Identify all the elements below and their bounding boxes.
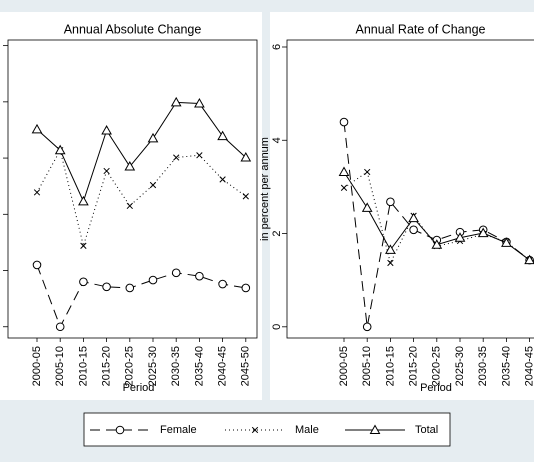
legend-marker	[115, 425, 125, 435]
data-point	[147, 132, 159, 143]
x-tick-label: 2015-20	[101, 346, 113, 386]
x-tick-label: 2005-10	[361, 346, 373, 386]
x-tick-label: 2030-35	[477, 346, 489, 386]
data-point	[102, 282, 111, 292]
series-line	[36, 101, 247, 203]
x-tick-label: 2010-15	[77, 346, 89, 386]
x-tick-label: 2000-05	[31, 346, 43, 386]
data-point	[501, 237, 512, 247]
legend-marker	[369, 424, 381, 434]
data-point	[170, 96, 182, 107]
data-point	[408, 212, 419, 223]
y-tick-label: 6	[271, 44, 283, 50]
y-tick-label: 2	[271, 230, 283, 236]
x-tick-label: 2045-50	[240, 346, 252, 386]
plot-frame	[286, 39, 534, 339]
legend-label: Female	[160, 424, 197, 436]
data-point	[364, 168, 371, 176]
data-point	[101, 125, 112, 135]
series-line	[343, 171, 534, 262]
data-point	[431, 239, 443, 249]
right-panel	[270, 12, 534, 400]
data-point	[340, 184, 348, 191]
data-point	[242, 193, 249, 200]
data-point	[524, 254, 534, 265]
data-point	[454, 232, 466, 242]
data-point	[80, 242, 87, 249]
data-point	[32, 260, 42, 270]
legend-marker	[251, 426, 259, 434]
x-tick-label: 2010-15	[384, 346, 396, 386]
data-point	[149, 181, 157, 189]
plot-frame	[7, 39, 258, 339]
data-point	[78, 195, 89, 206]
data-point	[477, 227, 489, 238]
y-tick-label: 0	[271, 324, 283, 330]
data-point	[54, 144, 66, 155]
legend-label: Male	[295, 424, 319, 436]
data-point	[362, 322, 372, 332]
x-tick-label: 2020-25	[124, 346, 136, 386]
left-panel	[0, 12, 262, 400]
x-axis-label: Period	[123, 382, 155, 394]
x-tick-label: 2040-45	[524, 346, 534, 386]
x-tick-label: 2000-05	[338, 346, 350, 386]
data-point	[196, 152, 203, 159]
series-line	[36, 264, 246, 328]
x-tick-label: 2030-35	[170, 346, 182, 386]
data-point	[126, 202, 133, 210]
series-line	[343, 171, 534, 265]
data-point	[31, 123, 43, 134]
data-point	[387, 259, 394, 267]
data-point	[385, 244, 396, 254]
data-point	[339, 117, 349, 127]
data-point	[195, 271, 204, 281]
data-point	[79, 277, 88, 287]
data-point	[240, 151, 252, 162]
data-point	[124, 160, 136, 171]
x-tick-label: 2035-40	[193, 346, 205, 386]
x-tick-label: 2005-10	[54, 346, 66, 386]
x-axis-label: Period	[420, 382, 452, 394]
chart-title: Annual Rate of Change	[356, 22, 486, 36]
data-point	[171, 268, 181, 278]
data-point	[361, 202, 373, 212]
data-point	[125, 283, 135, 293]
x-tick-label: 2015-20	[408, 346, 420, 386]
data-point	[219, 176, 226, 183]
x-tick-label: 2035-40	[500, 346, 512, 386]
data-point	[194, 98, 205, 108]
data-point	[217, 130, 228, 141]
data-point	[148, 275, 158, 285]
data-point	[218, 279, 227, 289]
data-point	[103, 167, 110, 175]
data-point	[241, 283, 251, 293]
x-tick-label: 2025-30	[147, 346, 159, 386]
data-point	[409, 225, 418, 235]
x-tick-label: 2025-30	[454, 346, 466, 386]
data-point	[33, 189, 41, 196]
data-point	[55, 322, 65, 332]
x-tick-label: 2040-45	[217, 346, 229, 386]
y-axis-label: in percent per annum	[259, 137, 271, 241]
chart-title: Annual Absolute Change	[64, 22, 202, 36]
data-point	[386, 197, 395, 207]
x-tick-label: 2020-25	[431, 346, 443, 386]
data-point	[338, 166, 350, 176]
legend-label: Total	[415, 424, 438, 436]
data-point	[173, 154, 180, 161]
y-tick-label: 4	[271, 137, 283, 143]
